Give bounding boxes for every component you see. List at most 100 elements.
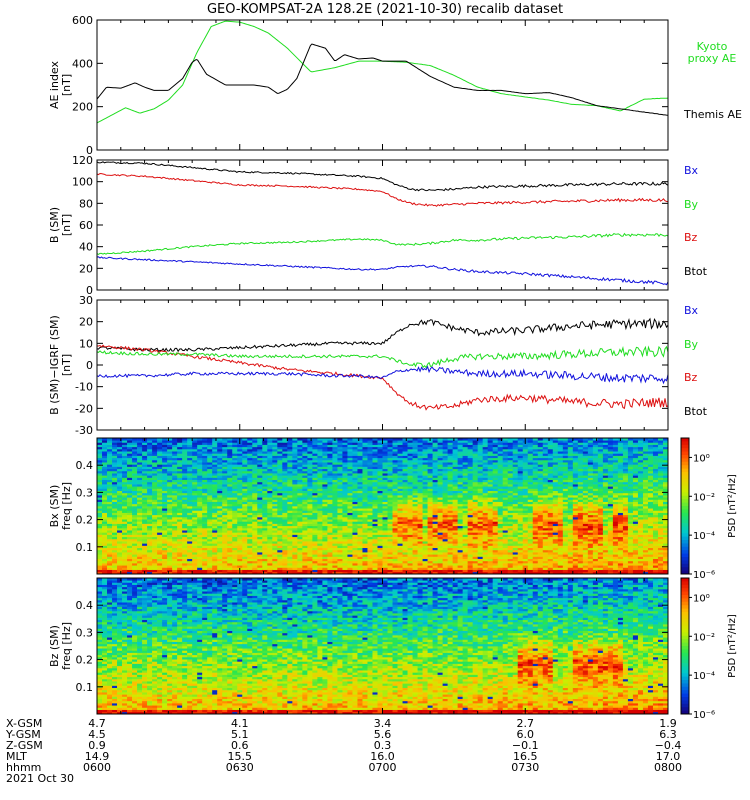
spectrogram-cell bbox=[217, 545, 223, 549]
spectrogram-cell bbox=[202, 545, 208, 549]
spectrogram-cell bbox=[392, 481, 398, 485]
spectrogram-cell bbox=[462, 536, 468, 540]
spectrogram-cell bbox=[167, 516, 173, 520]
spectrogram-cell bbox=[457, 538, 463, 542]
spectrogram-cell bbox=[267, 508, 273, 511]
spectrogram-cell bbox=[177, 501, 183, 505]
spectrogram-cell bbox=[402, 527, 408, 531]
spectrogram-cell bbox=[217, 462, 223, 465]
spectrogram-cell bbox=[422, 532, 428, 535]
spectrogram-cell bbox=[257, 506, 263, 509]
spectrogram-cell bbox=[322, 453, 328, 456]
spectrogram-cell bbox=[362, 543, 368, 546]
spectrogram-cell bbox=[232, 510, 238, 513]
spectrogram-cell bbox=[237, 455, 243, 459]
spectrogram-cell bbox=[342, 519, 348, 522]
spectrogram-cell bbox=[327, 484, 333, 487]
spectrogram-cell bbox=[247, 532, 253, 535]
spectrogram-cell bbox=[372, 543, 378, 546]
spectrogram-cell bbox=[167, 571, 173, 575]
spectrogram-cell bbox=[162, 484, 168, 487]
spectrogram-cell bbox=[427, 556, 433, 559]
spectrogram-cell bbox=[357, 466, 363, 470]
spectrogram-cell bbox=[467, 547, 474, 551]
spectrogram-cell bbox=[312, 512, 318, 516]
spectrogram-cell bbox=[402, 501, 408, 505]
spectrogram-cell bbox=[372, 464, 378, 467]
spectrogram-cell bbox=[242, 571, 248, 575]
spectrogram-cell bbox=[367, 499, 373, 502]
spectrogram-cell bbox=[157, 569, 163, 573]
spectrogram-cell bbox=[417, 527, 423, 531]
spectrogram-cell bbox=[332, 560, 338, 564]
spectrogram-cell bbox=[237, 486, 243, 489]
spectrogram-cell bbox=[337, 497, 343, 500]
spectrogram-cell bbox=[332, 455, 338, 459]
spectrogram-cell bbox=[202, 490, 208, 494]
spectrogram-cell bbox=[247, 495, 253, 498]
spectrogram-cell bbox=[142, 563, 148, 566]
spectrogram-cell bbox=[182, 516, 188, 520]
spectrogram-cell bbox=[442, 501, 448, 505]
spectrogram-cell bbox=[242, 556, 248, 559]
spectrogram-cell bbox=[427, 503, 433, 507]
spectrogram-cell bbox=[142, 532, 148, 535]
spectrogram-cell bbox=[242, 492, 248, 496]
spectrogram-cell bbox=[102, 525, 108, 529]
spectrogram-cell bbox=[432, 495, 438, 498]
spectrogram-cell bbox=[212, 462, 218, 465]
spectrogram-cell bbox=[402, 541, 408, 544]
spectrogram-cell bbox=[317, 470, 323, 474]
spectrogram-cell bbox=[182, 530, 188, 533]
spectrogram-cell bbox=[182, 512, 188, 516]
spectrogram-cell bbox=[147, 549, 153, 553]
spectrogram-cell bbox=[362, 506, 368, 509]
spectrogram-cell bbox=[237, 477, 243, 481]
spectrogram-cell bbox=[127, 549, 133, 553]
y-tick-label: 40 bbox=[79, 241, 93, 254]
spectrogram-cell bbox=[157, 521, 163, 524]
spectrogram-cell bbox=[467, 541, 474, 544]
spectrogram-cell bbox=[332, 538, 338, 542]
spectrogram-cell bbox=[352, 519, 358, 522]
spectrogram-cell bbox=[377, 479, 383, 483]
spectrogram-cell bbox=[382, 563, 388, 566]
spectrogram-cell bbox=[372, 532, 378, 535]
spectrogram-cell bbox=[277, 506, 283, 509]
spectrogram-cell bbox=[332, 506, 338, 509]
spectrogram-cell bbox=[317, 453, 323, 456]
spectrogram-cell bbox=[247, 488, 253, 491]
spectrogram-cell bbox=[332, 497, 338, 500]
spectrogram-cell bbox=[432, 519, 438, 522]
spectrogram-cell bbox=[227, 552, 233, 555]
spectrogram-cell bbox=[387, 554, 393, 557]
spectrogram-cell bbox=[182, 569, 188, 573]
spectrogram-cell bbox=[317, 545, 323, 549]
spectrogram-cell bbox=[97, 468, 103, 472]
spectrogram-cell bbox=[147, 563, 153, 566]
spectrogram-cell bbox=[272, 473, 278, 476]
spectrogram-cell bbox=[122, 549, 128, 553]
spectrogram-cell bbox=[187, 541, 193, 544]
spectrogram-cell bbox=[372, 470, 378, 474]
spectrogram-cell bbox=[177, 547, 183, 551]
spectrogram-cell bbox=[387, 563, 393, 566]
spectrogram-cell bbox=[177, 532, 183, 535]
spectrogram-cell bbox=[132, 497, 138, 500]
spectrogram-cell bbox=[117, 499, 123, 502]
spectrogram-cell bbox=[117, 530, 123, 533]
spectrogram-cell bbox=[237, 457, 243, 461]
spectrogram-cell bbox=[112, 519, 118, 522]
spectrogram-cell bbox=[237, 547, 243, 551]
spectrogram-cell bbox=[312, 545, 318, 549]
spectrogram-cell bbox=[287, 554, 293, 557]
spectrogram-cell bbox=[172, 538, 178, 542]
spectrogram-cell bbox=[307, 499, 313, 502]
spectrogram-cell bbox=[352, 444, 358, 448]
spectrogram-cell bbox=[267, 519, 273, 522]
spectrogram-cell bbox=[247, 438, 253, 441]
spectrogram-cell bbox=[217, 519, 223, 522]
spectrogram-cell bbox=[342, 556, 348, 559]
spectrogram-cell bbox=[102, 506, 108, 509]
spectrogram-cell bbox=[242, 488, 248, 491]
